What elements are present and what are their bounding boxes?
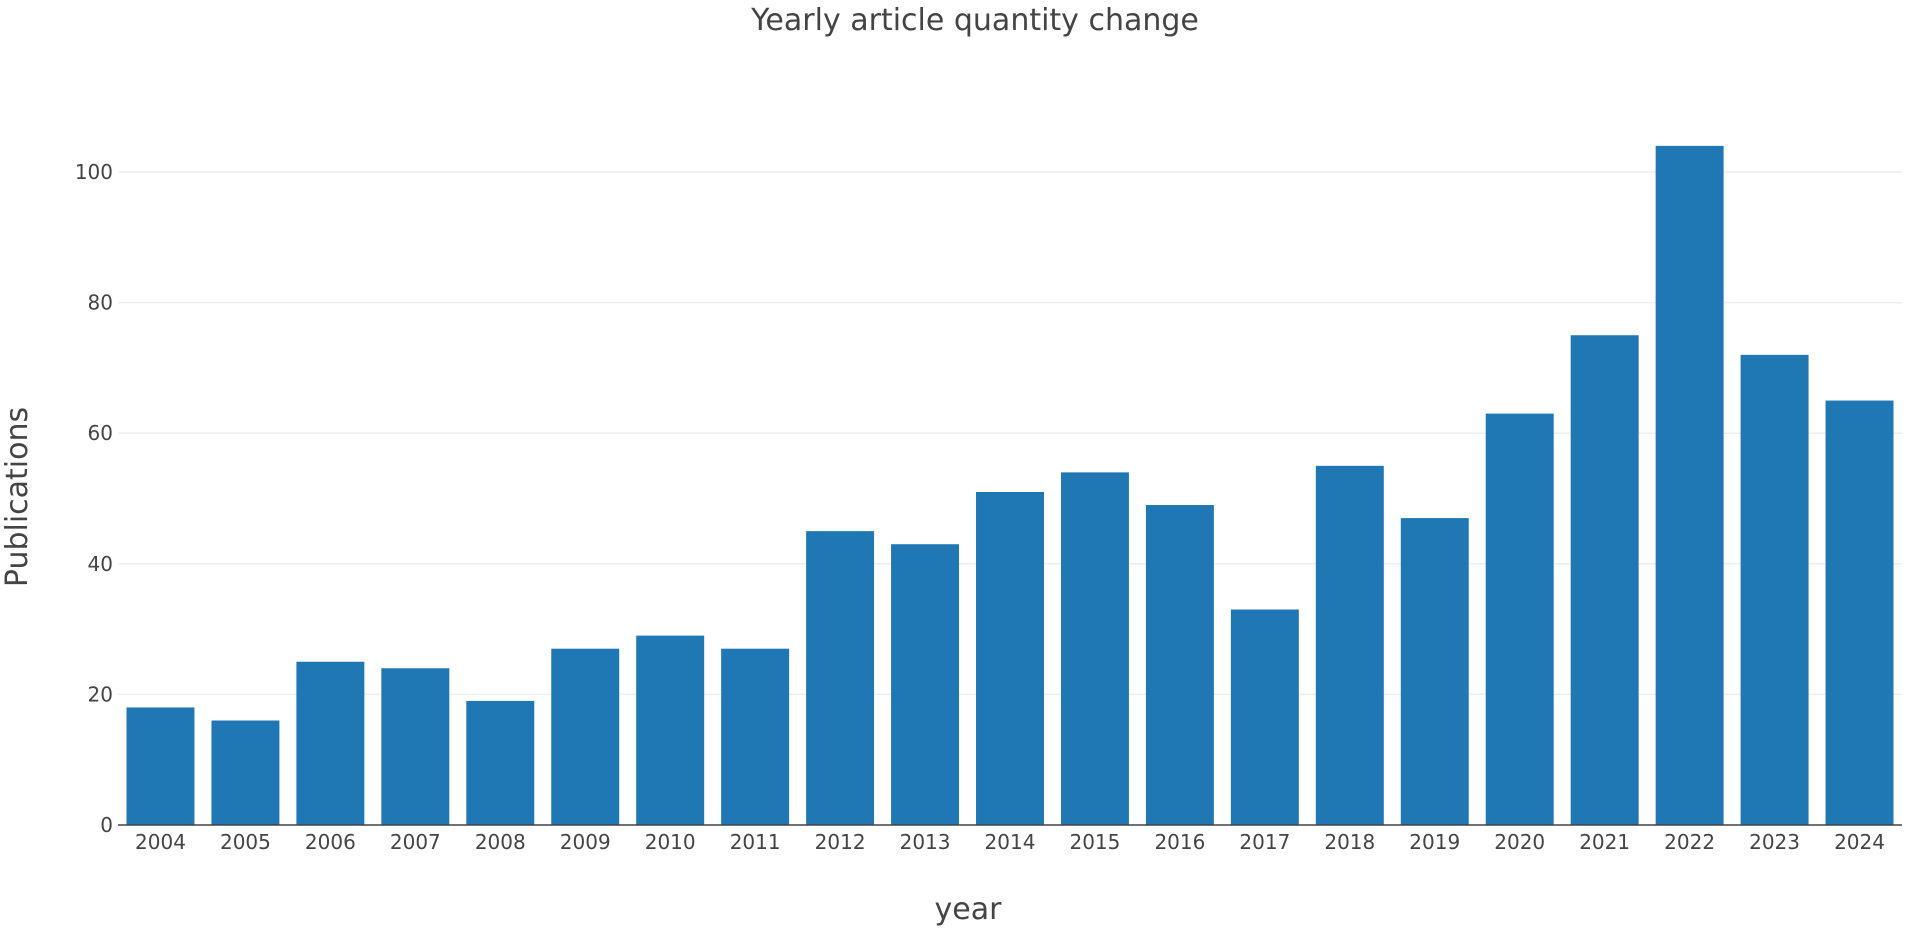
bar-2005 bbox=[211, 720, 280, 825]
bars bbox=[126, 145, 1894, 825]
x-tick-label: 2020 bbox=[1494, 830, 1545, 854]
x-tick-label: 2017 bbox=[1239, 830, 1290, 854]
x-axis-title: year bbox=[935, 892, 1003, 927]
x-tick-label: 2006 bbox=[305, 830, 356, 854]
bar-2014 bbox=[976, 491, 1044, 825]
y-axis-title: Publications bbox=[0, 407, 35, 587]
x-tick-label: 2004 bbox=[135, 830, 186, 854]
bar-2010 bbox=[636, 635, 705, 825]
y-tick-label: 60 bbox=[88, 421, 113, 445]
bar-2022 bbox=[1655, 145, 1724, 825]
x-tick-label: 2015 bbox=[1069, 830, 1120, 854]
bar-2012 bbox=[806, 531, 875, 825]
y-tick-label: 20 bbox=[88, 682, 113, 706]
y-tick-label: 0 bbox=[100, 813, 113, 837]
bar-2020 bbox=[1485, 413, 1554, 825]
y-tick-label: 40 bbox=[88, 552, 113, 576]
bar-2011 bbox=[721, 648, 790, 825]
bar-2008 bbox=[466, 700, 535, 825]
x-tick-label: 2007 bbox=[390, 830, 441, 854]
bar-2017 bbox=[1230, 609, 1299, 825]
x-tick-label: 2019 bbox=[1409, 830, 1460, 854]
bar-2016 bbox=[1145, 505, 1214, 825]
x-tick-label: 2021 bbox=[1579, 830, 1630, 854]
y-tick-label: 100 bbox=[75, 160, 113, 184]
bar-2007 bbox=[381, 668, 450, 825]
x-tick-label: 2016 bbox=[1154, 830, 1205, 854]
bar-2018 bbox=[1315, 465, 1384, 825]
x-tick-labels: 2004 2005 2006 2007 2008 2009 2010 2011 2012 2013… bbox=[135, 830, 1885, 854]
bar-2024 bbox=[1825, 400, 1894, 825]
bar-2006 bbox=[296, 661, 365, 825]
bar-2013 bbox=[891, 544, 960, 825]
x-tick-label: 2022 bbox=[1664, 830, 1715, 854]
y-tick-labels: 0 20 40 60 80 100 bbox=[75, 160, 113, 837]
x-tick-label: 2011 bbox=[730, 830, 781, 854]
x-tick-label: 2008 bbox=[475, 830, 526, 854]
chart-title: Yearly article quantity change bbox=[750, 3, 1199, 38]
x-tick-label: 2009 bbox=[560, 830, 611, 854]
bar-2004 bbox=[126, 707, 195, 825]
bar-2019 bbox=[1400, 518, 1469, 825]
x-tick-label: 2010 bbox=[645, 830, 696, 854]
x-tick-label: 2012 bbox=[815, 830, 866, 854]
bar-2023 bbox=[1740, 354, 1809, 825]
x-tick-label: 2014 bbox=[985, 830, 1036, 854]
bar-2015 bbox=[1060, 472, 1129, 825]
x-tick-label: 2013 bbox=[900, 830, 951, 854]
x-tick-label: 2005 bbox=[220, 830, 271, 854]
x-tick-label: 2023 bbox=[1749, 830, 1800, 854]
bar-2021 bbox=[1570, 335, 1639, 825]
x-tick-label: 2024 bbox=[1834, 830, 1885, 854]
x-tick-label: 2018 bbox=[1324, 830, 1375, 854]
y-tick-label: 80 bbox=[88, 291, 113, 315]
bar-2009 bbox=[551, 648, 620, 825]
